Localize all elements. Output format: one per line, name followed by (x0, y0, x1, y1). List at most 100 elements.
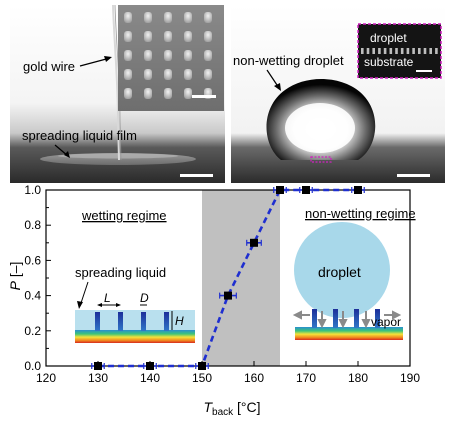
inset-pillar (389, 48, 393, 54)
y-tick-label: 0.8 (24, 218, 41, 232)
vapor-arrows (292, 310, 402, 329)
photo-left: gold wire spreading liquid film (10, 4, 225, 183)
dim-L-arrowhead-right (116, 303, 121, 307)
sem-pillar (144, 88, 152, 99)
data-point (94, 362, 102, 370)
sem-pillar (184, 69, 192, 80)
sem-pillar (124, 69, 132, 80)
cartoon-droplet-label: droplet (318, 264, 361, 280)
inset-droplet-label: droplet (370, 31, 407, 45)
inset-substrate-label: substrate (364, 55, 414, 69)
sem-scale-bar (192, 95, 216, 98)
data-point (250, 238, 258, 247)
inset-pillar (383, 48, 387, 54)
contact-line-inset-frame (357, 23, 442, 79)
non-wetting-substrate (295, 327, 403, 340)
y-axis-ticks: 0.0 0.2 0.4 0.6 0.8 1.0 (24, 183, 51, 373)
x-axis-label-sub: back (212, 407, 234, 418)
inset-pillar (400, 48, 404, 54)
sem-pillar (204, 31, 212, 42)
sem-pillar (204, 12, 212, 23)
nw-pillar-1 (312, 309, 317, 328)
dim-D-label: D (140, 291, 149, 305)
wetting-pillar-3 (141, 312, 146, 331)
sem-pillar (164, 88, 172, 99)
inset-pillar (423, 48, 427, 54)
inset-pillar (361, 48, 364, 54)
sem-pillar (184, 88, 192, 99)
x-tick-label: 150 (192, 371, 212, 385)
sem-pillar (144, 12, 152, 23)
y-tick-label: 1.0 (24, 183, 41, 197)
transition-region-shading (202, 190, 280, 366)
photo-right-scale-bar (397, 174, 430, 177)
y-tick-label: 0.6 (24, 253, 41, 267)
y-tick-label: 0.0 (24, 359, 41, 373)
inset-pillar (429, 48, 432, 54)
dim-L-arrowhead-left (97, 303, 102, 307)
x-axis-ticks: 120 130 140 150 160 170 180 190 (36, 361, 420, 385)
wetting-cartoon: L D H spreading liquid (75, 265, 195, 343)
data-point (276, 186, 284, 194)
non-wetting-droplet-label: non-wetting droplet (233, 53, 344, 68)
sem-pillar (204, 50, 212, 61)
gold-wire-arrow (79, 57, 111, 67)
spreading-film-arrowhead (64, 151, 70, 158)
droplet-arrowhead (274, 83, 281, 91)
wetting-pillar-1 (95, 312, 100, 331)
spreading-liquid-label: spreading liquid (75, 265, 166, 280)
spreading-liquid-arrowhead (77, 301, 83, 309)
inset-scale-bar (416, 70, 432, 72)
data-point (146, 362, 154, 370)
non-wetting-regime-label: non-wetting regime (305, 206, 416, 221)
sem-pillar (164, 50, 172, 61)
sem-pillar (204, 69, 212, 80)
x-tick-label: 130 (88, 371, 108, 385)
sem-pillar (184, 31, 192, 42)
inset-pillar-row (361, 48, 438, 54)
non-wetting-cartoon: droplet vapor (292, 222, 403, 340)
inset-pillar (435, 48, 438, 54)
cartoon-droplet (294, 222, 390, 318)
photo-left-scale-bar (180, 174, 213, 177)
inset-pillar (406, 48, 410, 54)
x-axis-label: Tback [°C] (203, 399, 260, 418)
sem-pillar (124, 12, 132, 23)
sem-pillar (144, 31, 152, 42)
inset-pillar (372, 48, 375, 54)
gold-wire-shape (112, 4, 120, 161)
x-tick-label: 190 (400, 371, 420, 385)
series-line (98, 188, 358, 368)
sem-pillar (184, 50, 192, 61)
nw-pillar-4 (375, 309, 380, 328)
x-axis-label-main: T (203, 399, 213, 415)
dim-H-label: H (175, 314, 184, 328)
y-axis-label-main: P (7, 280, 23, 290)
x-tick-label: 180 (348, 371, 368, 385)
data-point (224, 291, 232, 300)
y-tick-label: 0.4 (24, 289, 41, 303)
sem-pillar (124, 50, 132, 61)
data-point (354, 186, 362, 194)
sem-pillar (144, 50, 152, 61)
x-tick-label: 160 (244, 371, 264, 385)
inset-pillar (378, 48, 381, 54)
data-point (302, 186, 310, 194)
vapor-label: vapor (371, 315, 401, 329)
wetting-pillar-4 (164, 312, 169, 331)
sem-pillar (164, 31, 172, 42)
x-axis-label-unit: [°C] (233, 399, 260, 415)
droplet-glare (285, 103, 355, 153)
data-point (198, 362, 206, 370)
photo-right: non-wetting droplet droplet substrate (231, 5, 445, 183)
inset-pillar (418, 48, 421, 54)
sem-pillar (164, 12, 172, 23)
gold-wire-label: gold wire (23, 59, 75, 74)
sem-pillar (164, 69, 172, 80)
inset-pillar (395, 48, 398, 54)
y-axis-label: P [–] (7, 262, 23, 291)
dim-L-label: L (104, 291, 111, 305)
spreading-film-label: spreading liquid film (22, 128, 137, 143)
y-tick-label: 0.2 (24, 324, 41, 338)
